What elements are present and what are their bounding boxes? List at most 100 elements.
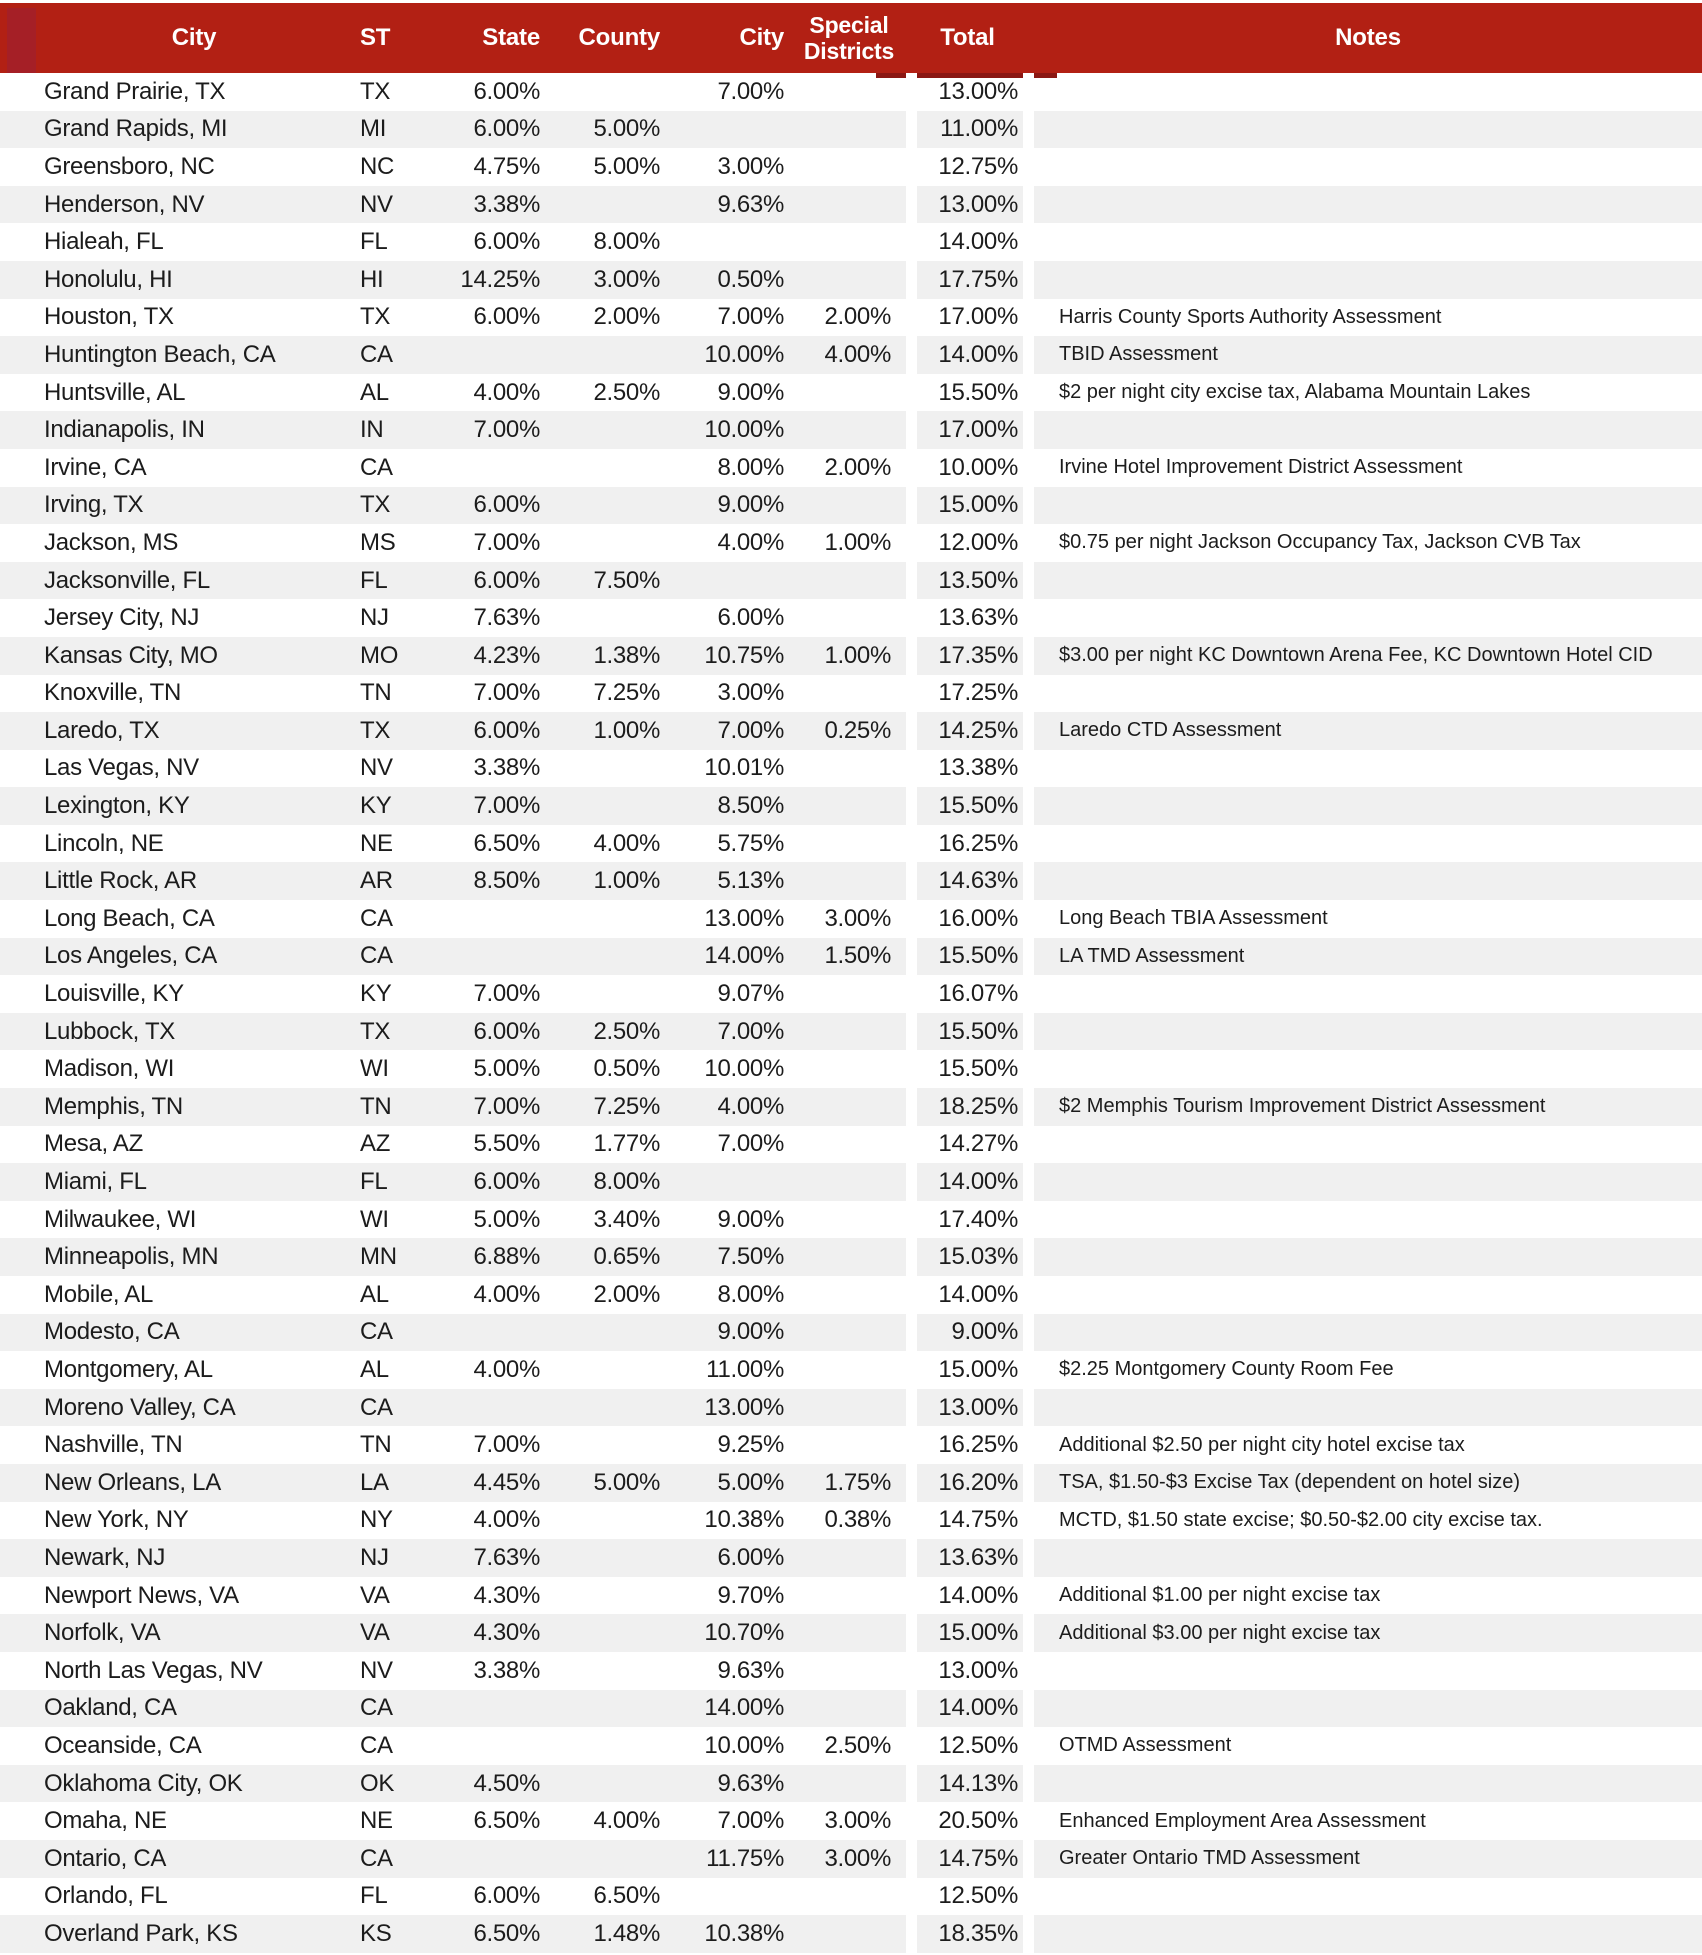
col-header-special-districts[interactable]: Special Districts [803,12,895,64]
cell-note [1034,1689,1702,1728]
cell-st: CA [348,1388,430,1427]
table-row: Oakland, CA CA 14.00% 14.00% [0,1689,1702,1728]
cell-st: MO [348,636,430,675]
table-row: Knoxville, TN TN 7.00% 7.25% 3.00% 17.25… [0,674,1702,713]
column-divider [906,1877,917,1916]
cell-city-rate: 7.00% [717,77,784,105]
col-header-notes[interactable]: Notes [1335,24,1401,51]
cell-city-rate: 5.00% [668,1463,792,1502]
column-divider [1023,298,1034,337]
cell-city: Oceanside, CA [44,1731,202,1759]
cell-total: 13.00% [938,77,1018,105]
table-row: Hialeah, FL FL 6.00% 8.00% 14.00% [0,223,1702,261]
cell-note: Additional $1.00 per night excise tax [1059,1584,1381,1607]
cell-special-districts [792,110,906,149]
table-row: Newport News, VA VA 4.30% 9.70% 14.00% A… [0,1576,1702,1615]
cell-county-rate: 5.00% [548,110,668,149]
table-header: City ST State County City Special Distri… [0,3,1702,73]
cell-note [1034,825,1702,863]
header-underline-segment [1034,73,1057,78]
cell-note: Irvine Hotel Improvement District Assess… [1059,456,1463,479]
cell-state-rate: 6.00% [473,1882,540,1910]
cell-county-rate [548,975,668,1013]
cell-state-rate [430,1839,548,1878]
cell-st: CA [360,1731,393,1759]
cell-city-rate [668,561,792,600]
cell-state-rate: 4.30% [430,1614,548,1652]
column-divider [1023,185,1034,224]
cell-st: CA [348,1839,430,1878]
cell-county-rate: 2.00% [593,303,660,331]
column-divider [906,1915,917,1953]
cell-total: 14.63% [917,862,1023,901]
cell-city-rate: 14.00% [668,1689,792,1728]
col-header-city[interactable]: City [171,24,217,51]
column-divider [906,1802,917,1840]
cell-state-rate: 5.00% [473,1055,540,1083]
cell-total: 16.00% [938,904,1018,932]
column-divider [1023,1802,1034,1840]
cell-city: Ontario, CA [0,1839,348,1878]
col-header-st[interactable]: ST [360,24,391,51]
cell-special-districts [792,561,906,600]
col-header-city-rate[interactable]: City [739,24,784,51]
cell-state-rate: 4.30% [473,1581,540,1609]
column-divider [1023,448,1034,487]
cell-st: AL [360,1355,389,1383]
cell-special-districts [792,1577,906,1615]
column-divider [906,1839,917,1878]
cell-county-rate: 2.50% [548,1012,668,1051]
cell-state-rate: 7.00% [473,1431,540,1459]
cell-city-rate: 9.00% [717,1205,784,1233]
cell-total: 13.00% [938,1656,1018,1684]
cell-st: TX [360,77,391,105]
cell-special-districts [792,1652,906,1690]
column-divider [1023,1839,1034,1878]
cell-total: 15.50% [917,787,1023,825]
cell-total: 16.25% [938,1431,1018,1459]
table-row: Irving, TX TX 6.00% 9.00% 15.00% [0,486,1702,525]
cell-note [1034,1878,1702,1916]
cell-total: 14.00% [917,1163,1023,1201]
cell-note [1034,148,1702,186]
table-row: Grand Prairie, TX TX 6.00% 7.00% 13.00% [0,73,1702,111]
cell-county-rate [548,1614,668,1652]
col-header-county[interactable]: County [578,24,661,51]
cell-city-rate [668,223,792,261]
cell-state-rate: 4.00% [473,1280,540,1308]
cell-st: MN [348,1238,430,1276]
col-header-total[interactable]: Total [940,24,995,51]
cell-city-rate: 3.00% [717,152,784,180]
table-row: Modesto, CA CA 9.00% 9.00% [0,1313,1702,1352]
cell-city: Irvine, CA [44,453,147,481]
column-divider [1023,975,1034,1013]
cell-st: TN [360,679,392,707]
cell-city-rate: 3.00% [717,679,784,707]
cell-state-rate: 7.00% [430,1088,548,1126]
cell-special-districts [792,260,906,299]
col-header-state[interactable]: State [482,24,540,51]
column-divider [1023,1576,1034,1615]
cell-county-rate: 8.00% [593,228,660,256]
column-divider [1023,824,1034,863]
cell-special-districts [792,1088,906,1126]
table-row: Jackson, MS MS 7.00% 4.00% 1.00% 12.00% … [0,524,1702,562]
cell-special-districts [792,1163,906,1201]
cell-county-rate: 4.00% [593,829,660,857]
cell-note: $2 Memphis Tourism Improvement District … [1034,1088,1702,1126]
cell-state-rate: 6.00% [430,1012,548,1051]
cell-note: $2.25 Montgomery County Room Fee [1059,1358,1394,1381]
cell-county-rate: 2.50% [593,378,660,406]
cell-city-rate: 9.00% [668,486,792,525]
cell-total: 13.50% [917,561,1023,600]
cell-city-rate: 7.00% [717,1807,784,1835]
cell-total: 14.75% [938,1506,1018,1534]
cell-st: LA [348,1463,430,1502]
cell-state-rate [430,900,548,938]
cell-county-rate [548,750,668,788]
cell-note [1034,1652,1702,1690]
table-row: Minneapolis, MN MN 6.88% 0.65% 7.50% 15.… [0,1238,1702,1276]
column-divider [1023,223,1034,261]
column-divider [1023,862,1034,901]
cell-county-rate [548,787,668,825]
